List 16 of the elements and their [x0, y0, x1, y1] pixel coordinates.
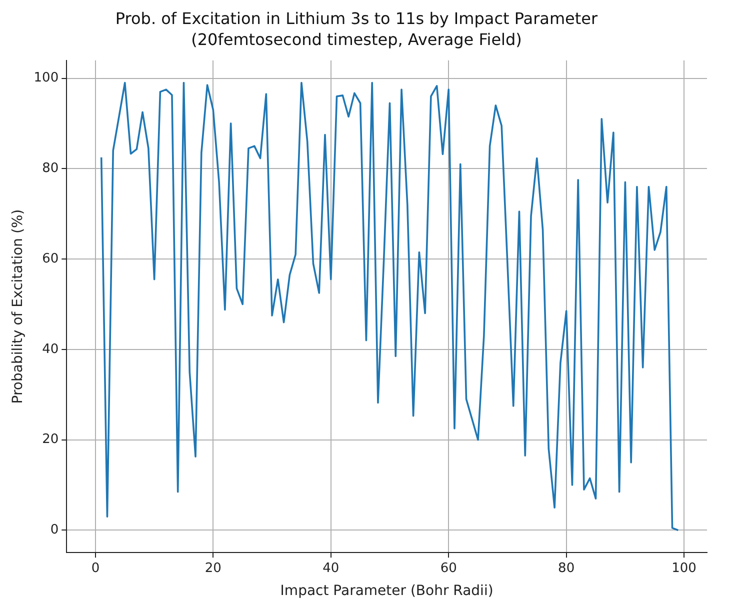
- y-tick-label: 60: [42, 251, 59, 266]
- y-tick-label: 100: [34, 70, 59, 86]
- chart-subtitle: (20femtosecond timestep, Average Field): [191, 30, 522, 49]
- x-tick-label: 20: [204, 560, 222, 576]
- y-tick-label: 20: [42, 432, 59, 448]
- y-tick-label: 0: [50, 522, 59, 538]
- y-tick-label: 40: [42, 342, 59, 357]
- y-tick-label: 80: [42, 161, 59, 176]
- x-tick-label: 100: [672, 560, 696, 576]
- x-axis-title: Impact Parameter (Bohr Radii): [280, 583, 494, 600]
- x-tick-label: 40: [322, 560, 340, 576]
- x-tick-label: 80: [558, 560, 575, 576]
- x-tick-label: 60: [440, 560, 457, 576]
- y-axis-title: Probability of Excitation (%): [10, 209, 26, 404]
- x-tick-label: 0: [91, 560, 100, 576]
- chart-title: Prob. of Excitation in Lithium 3s to 11s by Impact Parameter: [115, 8, 598, 28]
